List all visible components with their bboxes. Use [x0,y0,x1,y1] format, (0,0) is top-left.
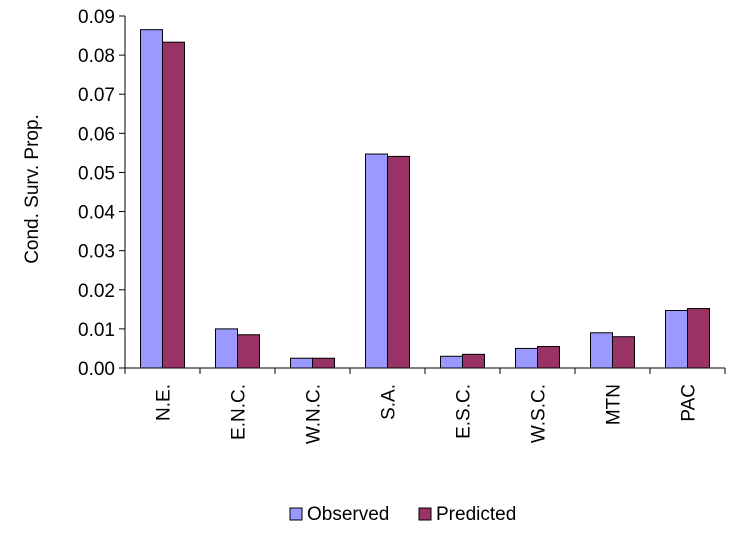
bar-observed-wnc [290,357,313,369]
legend: Observed Predicted [289,504,516,525]
x-category-label: MTN [604,384,625,425]
bar-predicted-wsc [537,345,560,369]
bar-predicted-mtn [612,336,635,369]
bars [140,29,710,369]
bar-predicted-sa [387,155,410,369]
legend-label-observed: Observed [307,504,389,525]
y-tick-label: 0.09 [78,7,115,28]
y-tick-label: 0.04 [78,203,115,224]
y-axis-ticks: 0.00 0.01 0.02 0.03 0.04 0.05 0.06 0.07 0.08 0.09 [78,7,125,380]
x-category-label: E.N.C. [229,384,250,440]
bar-observed-ne [140,29,163,369]
category-labels: N.E. E.N.C. W.N.C. S.A. E.S.C. W.S.C. MTN PAC [124,368,726,444]
x-category-label: E.S.C. [454,384,475,439]
bar-observed-esc [440,355,463,369]
x-category-label: W.N.C. [304,384,325,444]
y-tick-label: 0.01 [78,320,115,341]
bar-predicted-enc [237,334,260,369]
bar-observed-mtn [590,332,613,369]
bar-predicted-ne [162,41,185,369]
y-tick-label: 0.03 [78,242,115,263]
y-tick-label: 0.05 [78,163,115,184]
bar-observed-sa [365,153,388,369]
bar-observed-enc [215,328,238,369]
legend-label-predicted: Predicted [436,504,516,525]
y-tick-label: 0.06 [78,124,115,145]
y-tick-label: 0.00 [78,359,115,380]
bar-predicted-esc [462,353,485,369]
x-category-label: PAC [679,384,700,422]
bar-observed-wsc [515,347,538,369]
x-category-label: N.E. [154,384,175,421]
bar-predicted-pac [687,308,710,369]
x-category-label: W.S.C. [529,384,550,443]
legend-swatch-observed [289,507,303,521]
y-tick-label: 0.02 [78,281,115,302]
y-tick-label: 0.08 [78,46,115,67]
x-category-label: S.A. [379,384,400,420]
legend-swatch-predicted [418,507,432,521]
bar-observed-pac [665,310,688,369]
y-axis-title: Cond. Surv. Prop. [22,114,43,264]
y-tick-label: 0.07 [78,85,115,106]
bar-predicted-wnc [312,357,335,369]
